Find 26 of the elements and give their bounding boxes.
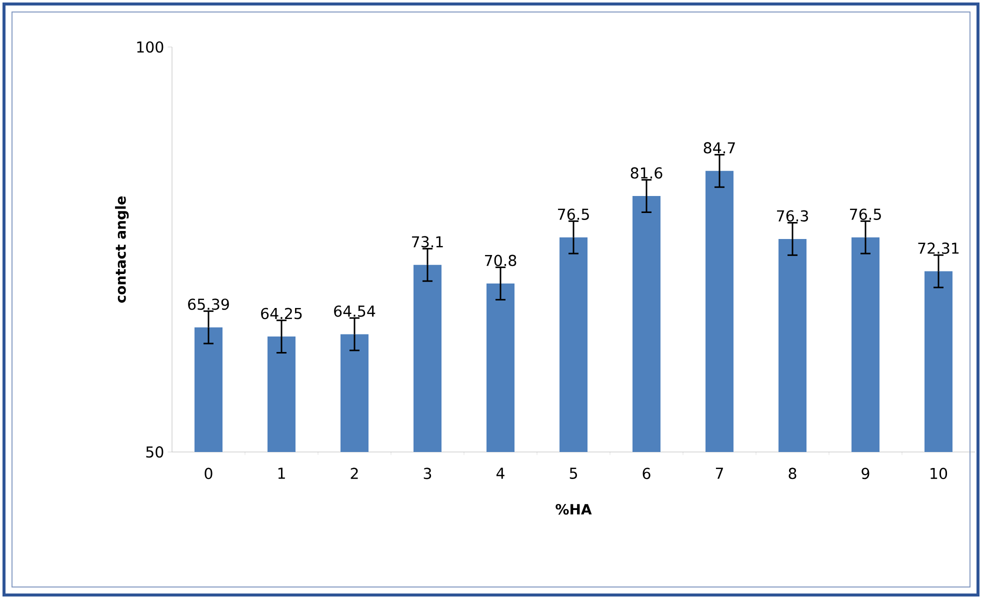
x-tick-label: 4: [496, 468, 504, 479]
y-tick-label: 50: [146, 446, 164, 458]
data-label: 65.39: [188, 298, 229, 310]
x-tick-label: 2: [350, 468, 358, 479]
x-tick-label: 6: [642, 468, 650, 480]
data-label: 76.5: [850, 208, 881, 220]
y-tick-label: 100: [137, 41, 164, 53]
data-label: 84.7: [704, 142, 735, 154]
x-tick-label: 5: [570, 468, 577, 479]
data-label: 64.25: [261, 308, 302, 320]
x-tick-label: 0: [204, 468, 212, 480]
data-label: 81.6: [630, 167, 662, 179]
x-tick-label: 10: [930, 468, 948, 480]
x-tick-label: 3: [424, 468, 432, 480]
data-label: 76.3: [777, 210, 808, 222]
data-label: 70.8: [485, 254, 516, 266]
data-label: 76.5: [558, 208, 589, 220]
x-tick-label: 9: [862, 468, 870, 480]
data-label: 73.1: [412, 236, 443, 248]
x-tick-label: 8: [788, 468, 796, 480]
data-label: 64.54: [334, 305, 376, 317]
data-label: 72.31: [918, 242, 959, 254]
x-axis-title: %HA: [556, 504, 592, 515]
x-tick-label: 7: [716, 468, 723, 479]
y-axis-title: contact angle: [115, 196, 129, 303]
x-tick-label: 1: [278, 468, 285, 479]
